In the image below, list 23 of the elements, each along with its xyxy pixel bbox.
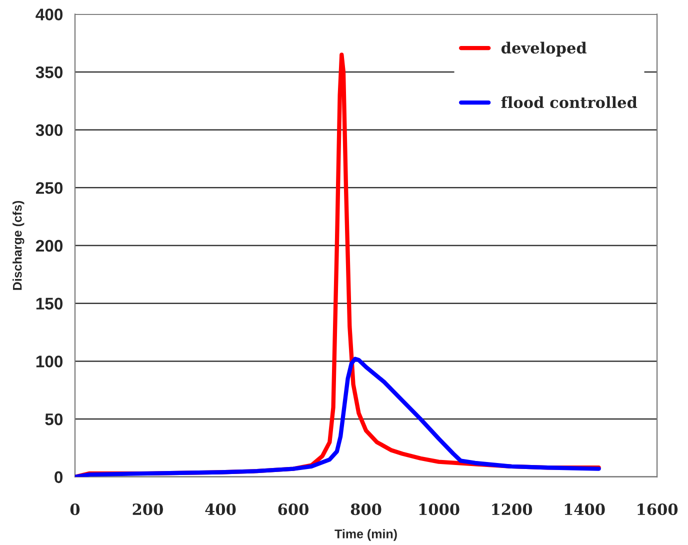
y-tick-label: 350	[36, 66, 63, 78]
y-tick-label: 150	[36, 298, 63, 310]
x-tick-label: 800	[350, 504, 382, 516]
x-tick-label: 0	[70, 504, 80, 516]
y-tick-label: 0	[54, 471, 63, 484]
line-series	[74, 356, 601, 477]
y-axis-title: Discharge (cfs)	[12, 200, 24, 290]
x-tick-label: 200	[132, 504, 163, 516]
x-axis-title: Time (min)	[334, 529, 397, 541]
x-tick-label: 1000	[419, 504, 460, 516]
y-tick-label: 400	[36, 8, 63, 20]
y-tick-label: 100	[36, 356, 63, 368]
y-tick-label: 250	[36, 182, 63, 194]
x-tick-label: 1400	[564, 504, 605, 516]
y-tick-label: 50	[45, 413, 63, 426]
legend-label: developed	[501, 42, 587, 57]
x-tick-label: 600	[278, 504, 308, 516]
x-tick-label: 400	[205, 504, 236, 516]
legend-label: flood controlled	[501, 96, 638, 108]
y-tick-label: 200	[36, 240, 63, 252]
x-tick-label: 1200	[492, 504, 532, 516]
x-tick-label: 1600	[638, 504, 678, 516]
y-tick-label: 300	[36, 124, 63, 136]
